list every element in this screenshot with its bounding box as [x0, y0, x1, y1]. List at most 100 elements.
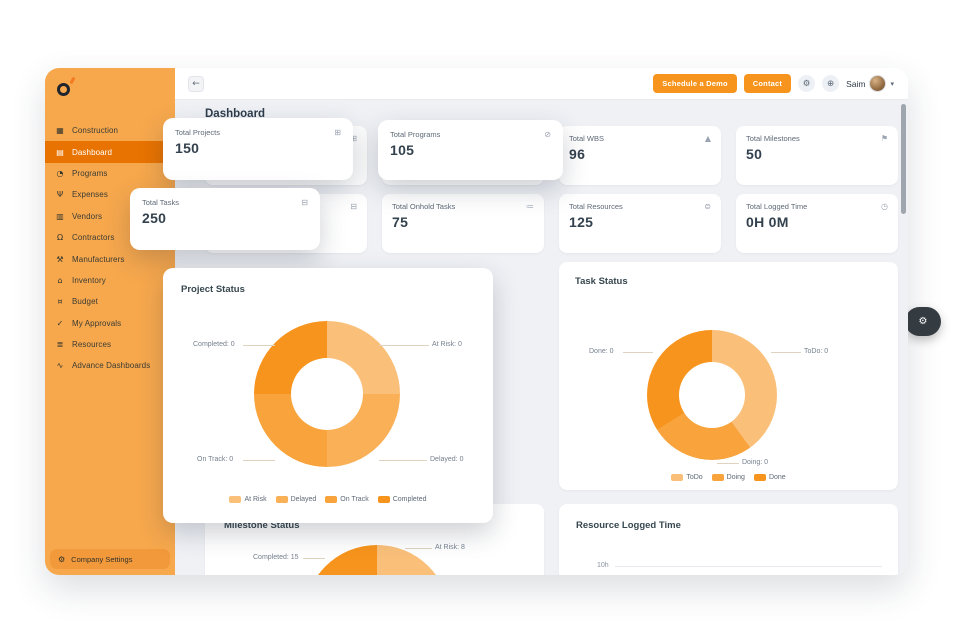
factory-icon: ⚒	[56, 254, 64, 264]
legend-label: On Track	[340, 496, 369, 503]
sidebar-item-programs[interactable]: ◔ Programs	[45, 163, 175, 184]
connector-line	[405, 548, 432, 549]
connector-line	[243, 345, 275, 346]
sidebar-item-expenses[interactable]: Ψ Expenses	[45, 184, 175, 205]
legend-item-doing[interactable]: Doing	[711, 474, 745, 481]
legend-label: Completed	[392, 496, 427, 503]
user-name: Saim	[846, 78, 866, 89]
clock-icon: ◷	[881, 202, 888, 211]
sidebar-item-budget[interactable]: ¤ Budget	[45, 291, 175, 312]
stat-label: Total Programs	[390, 130, 441, 139]
sidebar-item-label: Expenses	[72, 190, 108, 200]
chevron-down-icon: ▾	[890, 79, 894, 88]
legend-label: ToDo	[686, 474, 703, 481]
stat-label: Total Resources	[569, 202, 623, 211]
legend-label: At Risk	[244, 496, 267, 503]
donut-label-delayed: Delayed: 0	[430, 456, 464, 463]
globe-icon: ⊕	[827, 78, 835, 89]
sidebar-item-dashboard[interactable]: ▤ Dashboard	[45, 141, 175, 163]
settings-button[interactable]: ⚙	[798, 75, 816, 92]
contact-button[interactable]: Contact	[743, 74, 792, 93]
back-button[interactable]: ←	[188, 75, 204, 92]
avatar	[869, 75, 887, 92]
sidebar-item-label: Manufacturers	[72, 254, 125, 264]
stat-value: 125	[569, 214, 594, 230]
gear-icon: ⚙	[918, 316, 928, 327]
app-logo-icon	[57, 76, 79, 101]
connector-line	[379, 345, 429, 346]
task-status-card: Task Status Done: 0 ToDo: 0 Doing: 0 ToD…	[559, 262, 898, 490]
legend-chip	[711, 474, 724, 481]
vertical-scrollbar[interactable]	[901, 104, 906, 214]
floating-stat-card-total-projects: Total Projects ⊞ 150	[163, 118, 353, 180]
stat-card-total-onhold-tasks: Total Onhold Tasks ≔ 75	[382, 194, 544, 253]
connector-line	[243, 460, 275, 461]
legend-item-on-track[interactable]: On Track	[325, 496, 369, 503]
legend-item-done[interactable]: Done	[753, 474, 786, 481]
stat-card-total-wbs: Total WBS ▲ 96	[559, 126, 721, 185]
stat-label: Total WBS	[569, 134, 605, 143]
stat-value: 75	[392, 214, 409, 230]
building-icon: ▦	[56, 126, 64, 136]
warehouse-icon: ⌂	[57, 275, 63, 285]
flag-icon: ⚑	[880, 134, 888, 143]
legend-chip	[753, 474, 766, 481]
sidebar: ▦ Construction ▤ Dashboard ◔ Programs Ψ …	[45, 68, 175, 575]
stat-label: Total Milestones	[746, 134, 800, 143]
stat-value: 150	[175, 140, 200, 156]
stat-card-total-resources: Total Resources ⊜ 125	[559, 194, 721, 253]
sidebar-item-label: My Approvals	[72, 318, 122, 328]
sidebar-item-label: Company Settings	[71, 554, 133, 564]
legend-chip	[275, 496, 288, 503]
donut-label-at-risk: At Risk: 0	[432, 341, 462, 348]
y-axis-tick: 10h	[597, 562, 609, 569]
sidebar-item-my-approvals[interactable]: ✓ My Approvals	[45, 313, 175, 334]
logo-ring-icon	[57, 83, 70, 96]
programs-icon: ⊘	[544, 130, 551, 139]
sidebar-item-advance-dashboards[interactable]: ∿ Advance Dashboards	[45, 355, 175, 376]
projects-icon: ⊞	[334, 128, 341, 137]
stat-card-total-logged-time: Total Logged Time ◷ 0H 0M	[736, 194, 898, 253]
sidebar-item-contractors[interactable]: Ω Contractors	[45, 227, 175, 248]
sidebar-item-inventory[interactable]: ⌂ Inventory	[45, 270, 175, 291]
connector-line	[717, 463, 739, 464]
tasks-icon: ⊟	[350, 202, 357, 211]
person-icon: Ω	[56, 233, 64, 243]
legend-item-todo[interactable]: ToDo	[671, 474, 703, 481]
donut-label-doing: Doing: 0	[742, 459, 769, 466]
schedule-demo-button[interactable]: Schedule a Demo	[653, 74, 737, 93]
sidebar-item-company-settings[interactable]: ⚙ Company Settings	[50, 549, 170, 569]
language-button[interactable]: ⊕	[822, 75, 840, 92]
chart-legend: ToDo Doing Done	[559, 474, 898, 481]
stat-value: 250	[142, 210, 167, 226]
user-menu[interactable]: Saim ▾	[846, 75, 894, 92]
legend-item-completed[interactable]: Completed	[377, 496, 427, 503]
gear-icon: ⚙	[58, 554, 66, 564]
connector-line	[623, 352, 653, 353]
donut-label-todo: ToDo: 0	[804, 348, 829, 355]
legend-item-at-risk[interactable]: At Risk	[229, 496, 267, 503]
floating-settings-tab[interactable]: ⚙	[905, 307, 941, 336]
donut-label-completed: Completed: 0	[193, 341, 235, 348]
donut-label-completed: Completed: 15	[253, 554, 299, 561]
stat-value: 0H 0M	[746, 214, 789, 230]
programs-icon: ◔	[56, 168, 64, 178]
stack-icon: ≣	[56, 340, 64, 350]
sidebar-item-construction[interactable]: ▦ Construction	[45, 120, 175, 141]
donut-label-at-risk: At Risk: 8	[435, 544, 465, 551]
donut-hole	[291, 358, 363, 430]
sidebar-item-vendors[interactable]: ▥ Vendors	[45, 206, 175, 227]
connector-line	[379, 460, 427, 461]
logo-tick-icon	[69, 76, 76, 85]
vendors-icon: ▥	[56, 211, 64, 221]
legend-item-delayed[interactable]: Delayed	[275, 496, 316, 503]
sidebar-item-manufacturers[interactable]: ⚒ Manufacturers	[45, 248, 175, 269]
app-window: ⚙ ▦ Construction ▤ Dashboard ◔ Programs …	[45, 68, 941, 575]
chart-legend: At Risk Delayed On Track Completed	[163, 496, 493, 503]
warning-triangle-icon: ▲	[704, 134, 711, 143]
sidebar-item-resources[interactable]: ≣ Resources	[45, 334, 175, 355]
sidebar-item-label: Programs	[72, 168, 108, 178]
list-icon: ≔	[526, 202, 534, 211]
resource-logged-time-card: Resource Logged Time 10h	[559, 504, 898, 575]
resources-icon: ⊜	[704, 202, 711, 211]
